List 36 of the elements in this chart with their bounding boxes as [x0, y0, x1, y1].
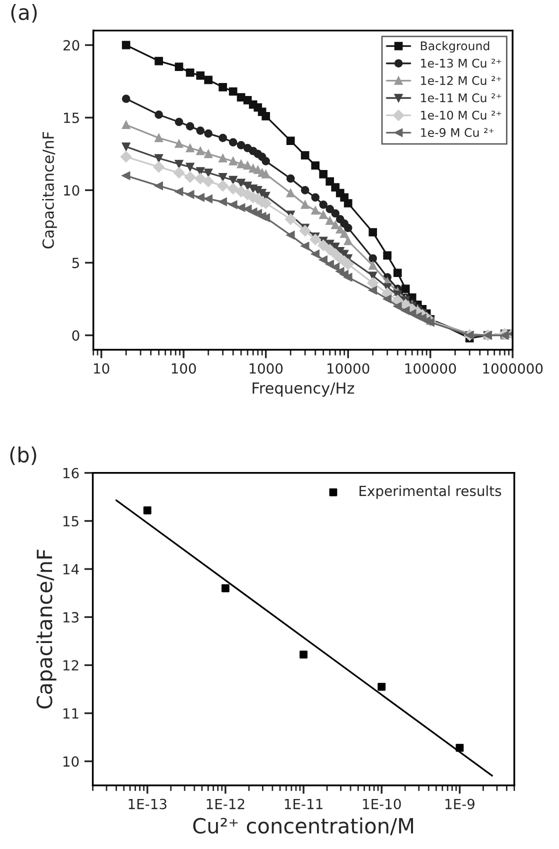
x-axis-title: Frequency/Hz	[252, 382, 354, 397]
x-tick-label: 1E-13	[128, 798, 166, 810]
y-tick-label: 10	[64, 185, 80, 196]
y-tick-label: 20	[64, 40, 80, 51]
legend-label: 1e-13 M Cu ²⁺	[421, 58, 502, 68]
x-tick-label: 10	[94, 363, 110, 374]
y-tick-label: 10	[63, 756, 79, 767]
legend-label: 1e-9 M Cu ²⁺	[421, 128, 494, 137]
y-tick-label: 15	[63, 516, 78, 526]
x-axis-title: Cu²⁺ concentration/M	[193, 818, 414, 836]
y-tick-label: 12	[63, 660, 78, 670]
y-tick-label: 13	[63, 612, 78, 623]
y-tick-label: 14	[63, 564, 79, 574]
x-tick-label: 1E-10	[362, 798, 401, 810]
y-tick-label: 15	[64, 112, 79, 124]
legend-label: 1e-10 M Cu ²⁺	[421, 110, 502, 120]
x-tick-label: 1000	[250, 363, 283, 374]
x-tick-label: 10000	[328, 363, 370, 374]
y-tick-label: 0	[72, 330, 80, 341]
legend-label: Experimental results	[360, 485, 502, 499]
legend-label: Background	[420, 41, 490, 53]
y-axis-title: Capacitance/nF	[36, 550, 56, 709]
chart-title: (b)	[10, 446, 36, 466]
x-tick-label: 100	[172, 363, 196, 374]
y-tick-label: 5	[72, 258, 79, 268]
x-tick-label: 1E-11	[284, 798, 322, 810]
x-tick-label: 1E-12	[206, 798, 244, 810]
chart-title: (a)	[11, 4, 37, 23]
legend-label: 1e-12 M Cu ²⁺	[421, 76, 502, 85]
y-axis-title: Capacitance/nF	[42, 132, 57, 248]
x-tick-label: 1000000	[483, 363, 543, 374]
y-tick-label: 16	[63, 468, 79, 478]
legend-label: 1e-11 M Cu ²⁺	[421, 93, 502, 102]
x-tick-label: 1E-9	[446, 798, 474, 810]
x-tick-label: 100000	[405, 363, 456, 374]
y-tick-label: 11	[63, 708, 78, 718]
